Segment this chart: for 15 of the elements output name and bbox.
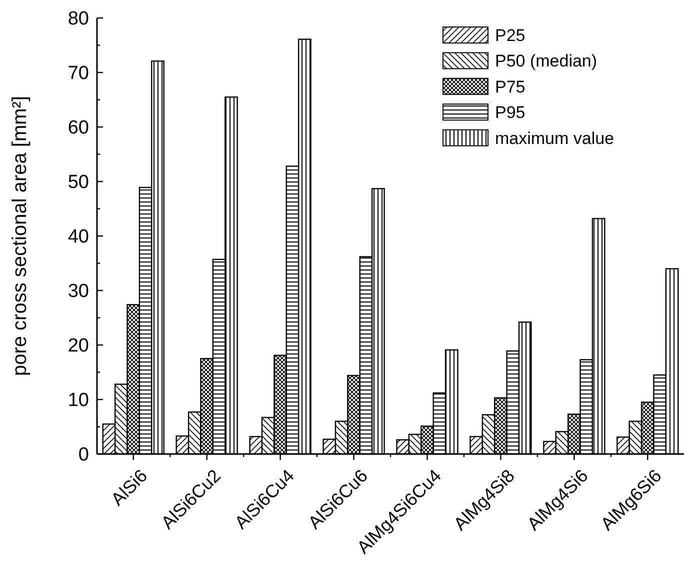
y-tick-label: 40 bbox=[68, 226, 89, 248]
y-tick-label: 60 bbox=[68, 118, 89, 139]
legend-label: P95 bbox=[495, 103, 526, 122]
legend-label: P75 bbox=[495, 77, 526, 96]
y-tick-label: 10 bbox=[68, 390, 89, 412]
legend-label: P25 bbox=[495, 26, 526, 45]
y-tick-label: 20 bbox=[68, 336, 89, 357]
y-tick-label: 0 bbox=[78, 444, 89, 466]
legend-label: maximum value bbox=[495, 128, 614, 148]
y-axis-title: pore cross sectional area [mm²] bbox=[9, 96, 31, 376]
legend-label: P50 (median) bbox=[495, 52, 598, 71]
y-tick-label: 80 bbox=[68, 8, 89, 30]
y-tick-label: 50 bbox=[68, 172, 89, 194]
y-tick-label: 70 bbox=[68, 63, 89, 84]
y-tick-label: 30 bbox=[68, 281, 89, 302]
